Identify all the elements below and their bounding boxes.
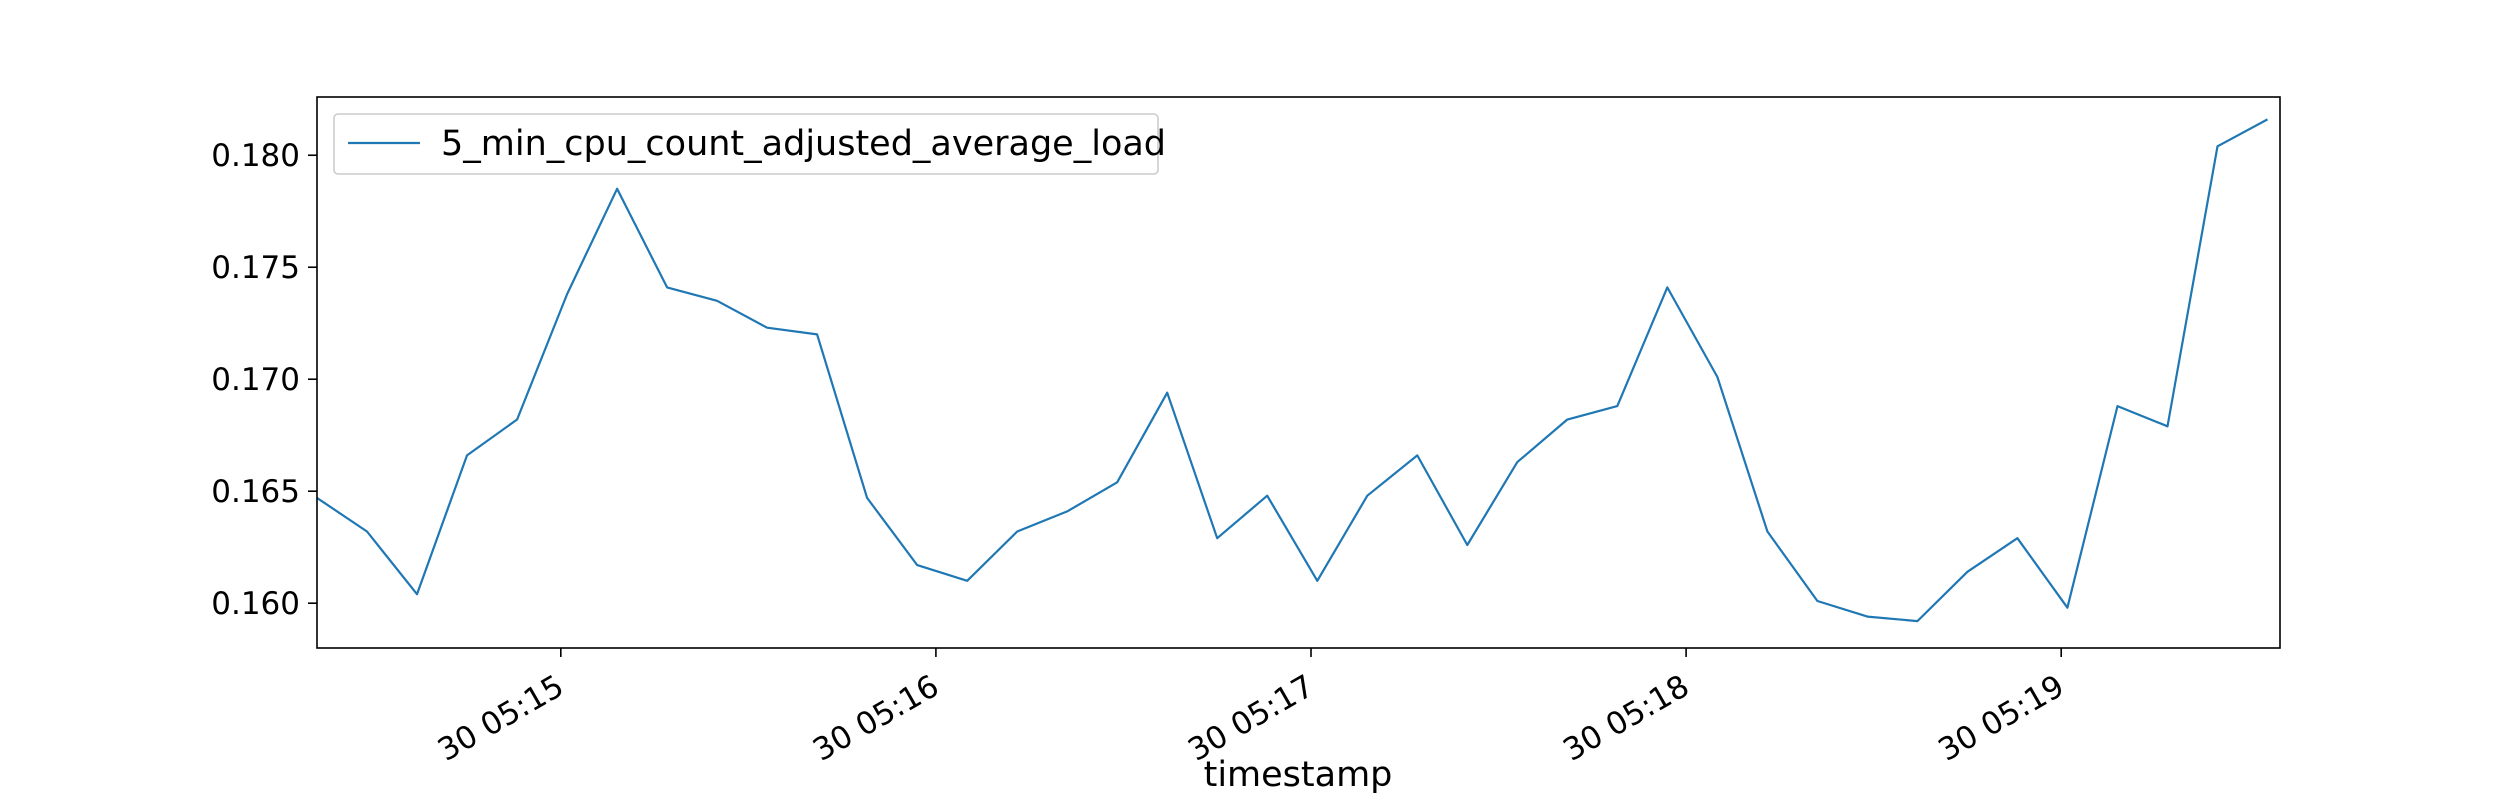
legend: 5_min_cpu_count_adjusted_average_load	[333, 113, 1166, 175]
legend-label: 5_min_cpu_count_adjusted_average_load	[441, 124, 1166, 164]
y-tick-label: 0.160	[211, 586, 300, 622]
y-tick-label: 0.175	[211, 250, 300, 286]
y-axis: 0.160 0.165 0.170 0.175 0.180	[211, 138, 317, 622]
plot-frame	[316, 96, 2281, 649]
y-tick-label: 0.165	[211, 474, 300, 510]
legend-box	[333, 113, 1159, 175]
series-line	[316, 118, 2269, 623]
x-axis-label: timestamp	[1204, 755, 1393, 795]
y-tick-label: 0.180	[211, 138, 300, 174]
y-tick-label: 0.170	[211, 362, 300, 398]
plot-area	[317, 97, 2280, 648]
series-layer	[316, 118, 2269, 623]
